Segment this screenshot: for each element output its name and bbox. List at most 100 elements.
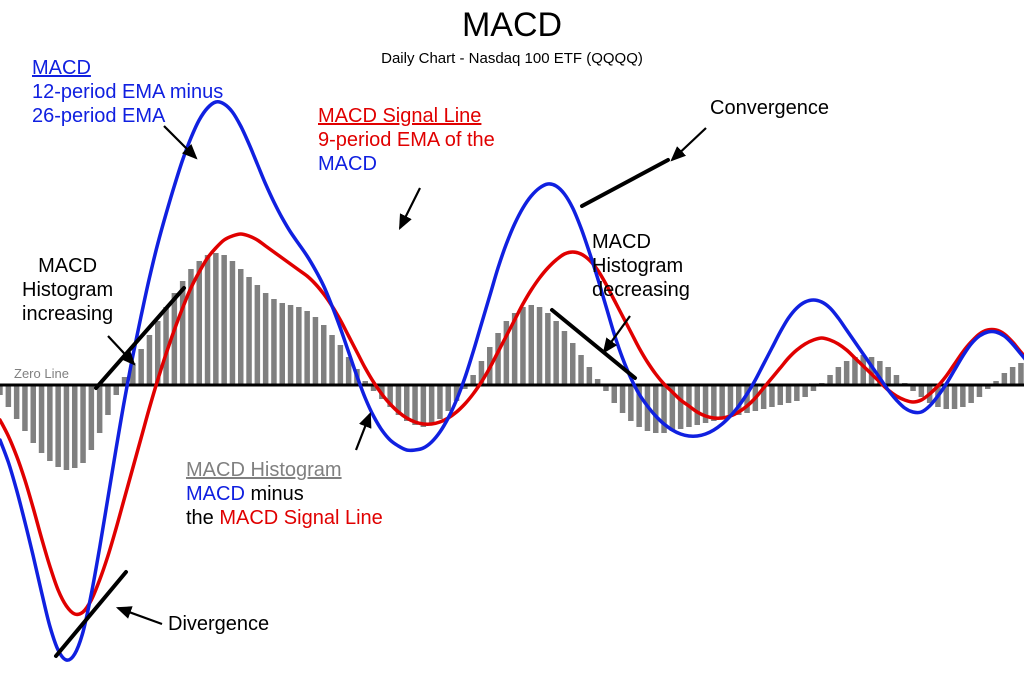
convergence-label: Convergence (710, 96, 829, 120)
histogram-bar (628, 385, 634, 421)
histogram-bar (802, 385, 808, 397)
histogram-bar (280, 303, 286, 385)
histogram-bar (1002, 373, 1008, 385)
histogram-bar (977, 385, 983, 397)
histogram-bar (562, 331, 568, 385)
histogram-bar (446, 385, 452, 411)
divergence-arrow (118, 608, 162, 624)
histogram-bar (429, 385, 435, 425)
histogram-bar (205, 255, 211, 385)
hist-dec-l2: Histogram (592, 255, 683, 277)
histogram-bar (197, 261, 203, 385)
histogram-bar (612, 385, 618, 403)
histogram-bar (778, 385, 784, 405)
hist-dec-l3: decreasing (592, 279, 690, 301)
hist-dec-l1: MACD (592, 231, 651, 253)
histogram-bar (221, 255, 227, 385)
histogram-bar (72, 385, 78, 468)
hist-def-l2a: the (186, 507, 219, 529)
histogram-bar (578, 355, 584, 385)
hist-increasing-label: MACD Histogram increasing (22, 254, 113, 326)
histogram-bar (304, 311, 310, 385)
hist-inc-l2: Histogram (22, 279, 113, 301)
histogram-bar (836, 367, 842, 385)
histogram-bar (960, 385, 966, 407)
signal-definition: MACD Signal Line 9-period EMA of the MAC… (318, 104, 495, 176)
histogram-bar (238, 269, 244, 385)
histogram-bar (529, 305, 535, 385)
signal-line (0, 234, 1024, 614)
macd-def-arrow (164, 126, 196, 158)
histogram-bar (968, 385, 974, 403)
histogram-bar (1010, 367, 1016, 385)
histogram-bar (678, 385, 684, 429)
histogram-bar (80, 385, 86, 463)
signal-def-title: MACD Signal Line (318, 105, 481, 127)
histogram-bar (255, 285, 261, 385)
hist-inc-l1: MACD (38, 255, 97, 277)
histogram-bar (64, 385, 69, 470)
convergence-arrow (672, 128, 706, 160)
macd-def-l2: 26-period EMA (32, 105, 165, 127)
histogram-bar (570, 343, 576, 385)
histogram-bar (288, 305, 294, 385)
histogram-bar (520, 307, 526, 385)
histogram-bar (97, 385, 103, 433)
macd-def-title: MACD (32, 57, 91, 79)
histogram-bar (653, 385, 659, 433)
signal-def-l1: 9-period EMA of the (318, 129, 495, 151)
histogram-bar (338, 345, 344, 385)
divergence-seg (56, 572, 126, 656)
zero-line-label: Zero Line (14, 366, 69, 381)
histogram-bar (296, 307, 302, 385)
macd-diagram: { "title": "MACD", "subtitle": "Daily Ch… (0, 0, 1024, 690)
histogram-bar (545, 313, 551, 385)
histogram-bar (22, 385, 28, 431)
histogram-bar (553, 321, 559, 385)
hist-def-l1b: minus (245, 483, 304, 505)
hist-definition: MACD Histogram MACD minus the MACD Signa… (186, 458, 383, 530)
histogram-bar (885, 367, 891, 385)
histogram-bar (719, 385, 725, 419)
hist-decreasing-label: MACD Histogram decreasing (592, 230, 690, 302)
histogram-bar (213, 253, 219, 385)
histogram-bar (769, 385, 775, 407)
macd-definition: MACD 12-period EMA minus 26-period EMA (32, 56, 223, 128)
hist-def-arrow (356, 414, 370, 450)
histogram-bar (246, 277, 252, 385)
histogram-bar (105, 385, 111, 415)
histogram-bar (313, 317, 319, 385)
histogram-bar (437, 385, 443, 419)
histogram-bar (919, 385, 925, 397)
histogram-bar (620, 385, 626, 413)
histogram-bar (55, 385, 61, 467)
histogram-bar (230, 261, 236, 385)
histogram-bar (329, 335, 335, 385)
histogram-bar (180, 281, 186, 385)
histogram-bar (263, 293, 269, 385)
macd-def-l1: 12-period EMA minus (32, 81, 223, 103)
histogram-bar (695, 385, 701, 425)
histogram-bar (711, 385, 717, 421)
chart-title: MACD (0, 6, 1024, 45)
histogram-bar (271, 299, 277, 385)
histogram-bar (786, 385, 792, 403)
histogram-bar (412, 385, 418, 425)
convergence-seg (582, 160, 668, 206)
histogram-bar (587, 367, 593, 385)
histogram-bar (89, 385, 95, 450)
histogram-bar (6, 385, 12, 407)
histogram-bar (39, 385, 45, 453)
signal-def-arrow (400, 188, 420, 228)
divergence-label: Divergence (168, 612, 269, 636)
histogram-bar (147, 335, 153, 385)
hist-def-l2b: MACD Signal Line (219, 507, 382, 529)
histogram-bar (537, 307, 543, 385)
histogram-bar (47, 385, 53, 461)
signal-def-l2: MACD (318, 153, 377, 175)
hist-def-l1a: MACD (186, 483, 245, 505)
histogram-bar (952, 385, 958, 409)
hist-def-title: MACD Histogram (186, 459, 342, 481)
histogram-bar (794, 385, 800, 401)
histogram-bar (321, 325, 327, 385)
